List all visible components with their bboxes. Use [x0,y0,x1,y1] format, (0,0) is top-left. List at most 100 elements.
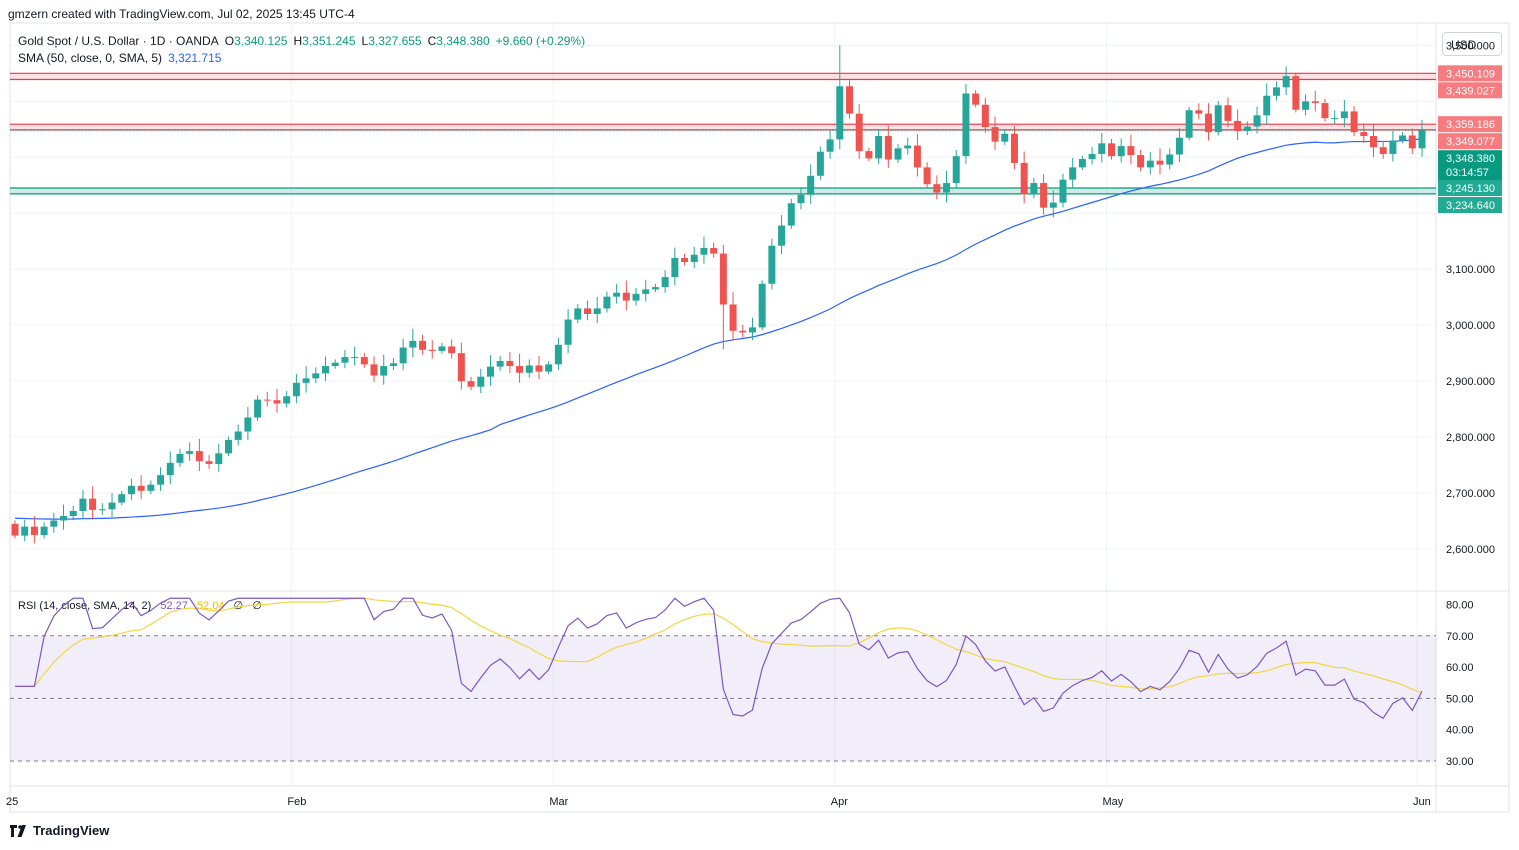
candle-body [69,510,77,517]
candle-body [719,253,727,305]
candle [690,246,698,269]
candle [186,442,194,461]
candle [1408,128,1416,154]
candle-body [292,382,300,397]
candle-body [1253,115,1261,127]
candle-body [1088,153,1096,159]
candle [787,198,795,229]
candle-body [1399,135,1407,141]
candle [1389,130,1397,162]
price-labels: 3,450.109 3,439.027 3,359.186 3,349.077 3,24… [1438,65,1502,214]
candle-body [962,93,970,157]
candle [195,438,203,472]
candle-body [603,296,611,309]
horizontal-levels[interactable] [10,72,1436,195]
candle-body [312,373,320,379]
sma-label[interactable]: SMA (50, close, 0, SMA, 5) [18,51,163,65]
candle-body [127,485,135,495]
candle [1127,134,1135,165]
candle [1321,98,1329,122]
price-tick-label: 2,700.000 [1446,488,1495,500]
candle [331,359,339,369]
candle-body [846,86,853,114]
candle-body [263,399,271,401]
candle [642,279,650,302]
candle [1040,174,1048,215]
candle [477,368,485,394]
candle [147,480,155,495]
candle-body [302,378,310,383]
candle [506,352,514,374]
candle [1350,106,1358,137]
current-price-text: 3,348.380 [1446,153,1495,165]
support-price-tag: 3,245.130 [1438,180,1502,197]
candle-body [1010,133,1018,163]
candle-body [642,289,650,294]
candle-body [40,526,48,536]
candle-body [981,104,989,128]
candle-body [370,364,378,376]
candle [797,186,805,210]
rsi-tick-label: 40.00 [1446,725,1474,737]
candle [574,304,582,323]
candle-body [1234,120,1242,132]
candle [254,395,262,421]
candles[interactable] [11,45,1426,544]
candle [1088,147,1096,165]
tradingview-brand[interactable]: TradingView [10,823,109,838]
candle-body [244,417,252,432]
candle [1263,83,1271,126]
candle [263,391,271,407]
candle [11,520,19,539]
candle [846,80,853,119]
chart-border [9,22,1510,813]
rsi-label[interactable]: RSI (14, close, SMA, 14, 2) [18,600,152,612]
candle-body [351,357,359,359]
candle [108,492,116,517]
candle [389,358,397,371]
resistance-price-tag: 3,450.109 [1438,65,1502,82]
chart-header: gmzern created with TradingView.com, Jul… [8,7,355,21]
candle [205,455,213,469]
rsi-tick-label: 30.00 [1446,756,1474,768]
candle [302,366,310,393]
candle [1146,151,1154,175]
candle [807,164,815,204]
candle-body [904,145,912,149]
candle-body [30,526,38,536]
candle-body [865,151,873,159]
candle [758,280,766,331]
candle-body [21,526,29,536]
price-tag-text: 3,234.640 [1446,200,1495,212]
currency-button[interactable]: USD [1442,32,1502,56]
candle-body [710,247,718,254]
candle [1049,190,1057,218]
time-tick-label: Jun [1413,796,1431,808]
price-tag-bg [1438,116,1502,133]
candle-body [254,399,262,418]
symbol-label[interactable]: Gold Spot / U.S. Dollar · 1D · OANDA [18,34,219,48]
ohlc-row: Gold Spot / U.S. Dollar · 1D · OANDA O 3… [18,33,591,50]
candle-body [147,484,155,491]
candle [661,270,669,293]
candle-body [952,156,960,184]
candle-body [826,139,834,152]
time-tick-label: May [1102,796,1123,808]
resistance-zone-lower [10,124,1436,130]
candle-body [1272,87,1280,96]
candle-body [1360,132,1368,137]
candle-body [1418,130,1426,149]
candle-body [593,308,601,314]
candle-body [1030,183,1038,195]
candle-body [1049,202,1057,208]
candle-body [1331,118,1339,120]
price-tag-text: 3,245.130 [1446,183,1495,195]
candle [952,150,960,188]
candle [341,350,349,369]
candle-body [855,113,863,152]
candle-body [923,167,931,185]
candle-body [1020,162,1028,195]
candle [1292,72,1300,113]
candle-body [215,453,223,464]
